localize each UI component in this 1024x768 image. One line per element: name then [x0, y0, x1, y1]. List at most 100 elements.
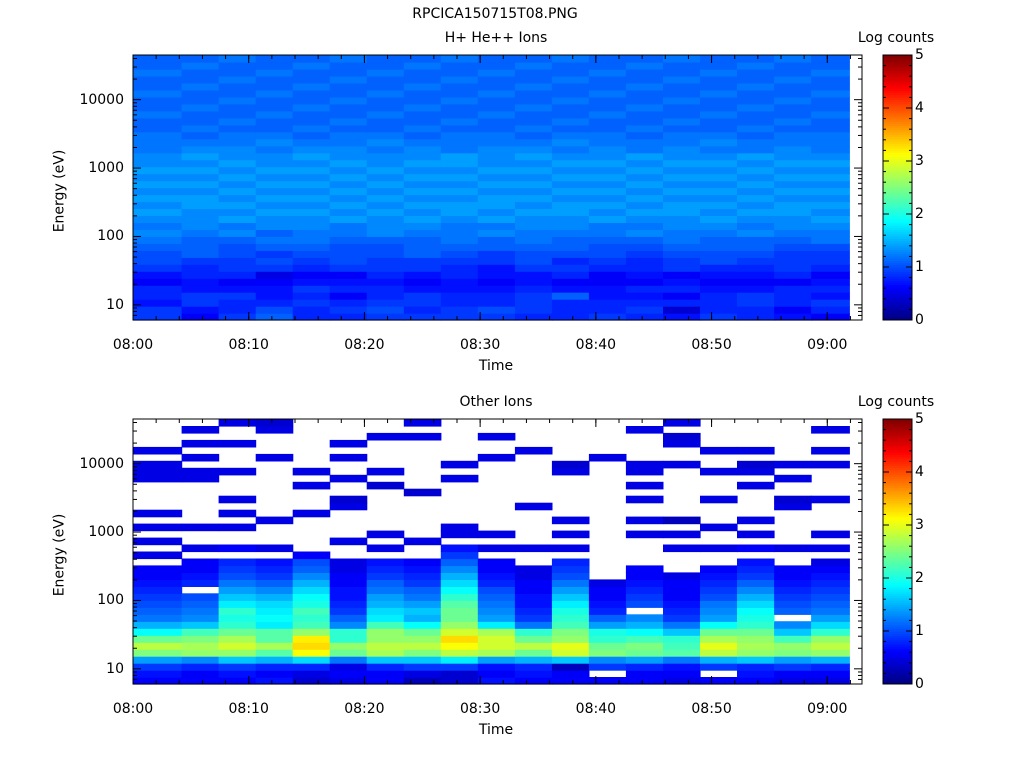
colorbar-segment	[883, 465, 912, 469]
heatmap-cell	[514, 446, 553, 455]
heatmap-cell	[181, 628, 220, 636]
heatmap-cell	[329, 558, 368, 567]
heatmap-cell	[403, 124, 442, 133]
heatmap-cell	[218, 68, 257, 77]
heatmap-cell	[477, 187, 516, 196]
heatmap-cell	[588, 278, 627, 286]
panel-title: Other Ions	[459, 394, 533, 410]
heatmap-cell	[514, 572, 553, 580]
heatmap-cell	[477, 663, 516, 671]
heatmap-cell	[700, 117, 738, 126]
heatmap-cell	[663, 642, 701, 650]
heatmap-cell	[255, 110, 294, 119]
colorbar-segment	[883, 542, 912, 546]
heatmap-cell	[811, 530, 850, 539]
heatmap-cell	[218, 600, 257, 608]
heatmap-cell	[292, 649, 331, 657]
colorbar-segment	[883, 295, 912, 299]
heatmap-cell	[329, 62, 368, 70]
heatmap-cell	[218, 173, 257, 182]
heatmap-cell	[663, 159, 701, 168]
heatmap-cell	[551, 299, 590, 307]
heatmap-cell	[292, 264, 331, 272]
heatmap-cell	[218, 292, 257, 300]
heatmap-cell	[774, 663, 812, 671]
heatmap-cell	[218, 439, 257, 448]
heatmap-cell	[551, 614, 590, 622]
heatmap-cell	[774, 460, 812, 469]
heatmap-cell	[811, 131, 850, 140]
heatmap-cell	[477, 201, 516, 209]
heatmap-cell	[774, 89, 812, 98]
heatmap-cell	[551, 285, 590, 293]
heatmap-cell	[292, 607, 331, 615]
colorbar-segment	[883, 500, 912, 504]
heatmap-cell	[551, 89, 590, 98]
heatmap-cell	[255, 173, 294, 182]
heatmap-cell	[366, 243, 405, 251]
heatmap-cell	[811, 642, 850, 650]
heatmap-cell	[440, 152, 479, 161]
heatmap-cell	[514, 285, 553, 293]
colorbar-segment	[883, 675, 912, 678]
heatmap-cell	[292, 600, 331, 608]
heatmap-cell	[181, 663, 220, 671]
heatmap-cell	[700, 159, 738, 168]
heatmap-cell	[774, 257, 812, 265]
heatmap-cell	[133, 614, 183, 622]
colorbar-segment	[883, 70, 912, 74]
heatmap-cell	[700, 250, 738, 258]
heatmap-cell	[366, 278, 405, 286]
heatmap-cell	[811, 82, 850, 91]
heatmap-cell	[366, 62, 405, 70]
heatmap-cell	[551, 96, 590, 105]
colorbar-segment	[883, 96, 912, 100]
heatmap-cell	[514, 502, 553, 511]
heatmap-cell	[514, 55, 553, 63]
heatmap-cell	[181, 607, 220, 615]
colorbar-segment	[883, 264, 912, 268]
heatmap-cell	[737, 243, 775, 251]
heatmap-cell	[181, 467, 220, 476]
heatmap-cell	[133, 271, 183, 279]
heatmap-cell	[774, 635, 812, 643]
heatmap-cell	[774, 215, 812, 223]
heatmap-cell	[329, 537, 368, 546]
heatmap-cell	[774, 159, 812, 168]
heatmap-cell	[588, 621, 627, 629]
heatmap-cell	[663, 292, 701, 300]
heatmap-cell	[218, 621, 257, 629]
heatmap-cell	[625, 530, 664, 539]
heatmap-cell	[255, 677, 294, 685]
heatmap-cell	[737, 82, 775, 91]
heatmap-cell	[514, 68, 553, 77]
colorbar-segment	[883, 209, 912, 213]
colorbar-segment	[883, 531, 912, 535]
heatmap-cell	[551, 670, 590, 678]
colorbar-segment	[883, 136, 912, 140]
heatmap-cell	[625, 670, 664, 678]
colorbar-segment	[883, 525, 912, 528]
colorbar-segment	[883, 315, 912, 319]
heatmap-cell	[403, 187, 442, 196]
heatmap-cell	[218, 110, 257, 119]
heatmap-cell	[133, 467, 183, 476]
heatmap-cell	[366, 55, 405, 63]
heatmap-cell	[737, 110, 775, 119]
heatmap-cell	[477, 131, 516, 140]
heatmap-cell	[403, 264, 442, 272]
heatmap-cell	[366, 614, 405, 622]
heatmap-cell	[514, 82, 553, 91]
colorbar-segment	[883, 511, 912, 515]
heatmap-cell	[329, 299, 368, 307]
heatmap-cell	[625, 236, 664, 244]
heatmap-cell	[514, 313, 553, 321]
colorbar-frame	[882, 418, 913, 685]
heatmap-cell	[477, 145, 516, 154]
heatmap-cell	[181, 572, 220, 580]
heatmap-cell	[181, 243, 220, 251]
heatmap-cell	[811, 565, 850, 573]
heatmap-cell	[292, 89, 331, 98]
heatmap-cell	[403, 194, 442, 203]
heatmap-cell	[403, 313, 442, 321]
